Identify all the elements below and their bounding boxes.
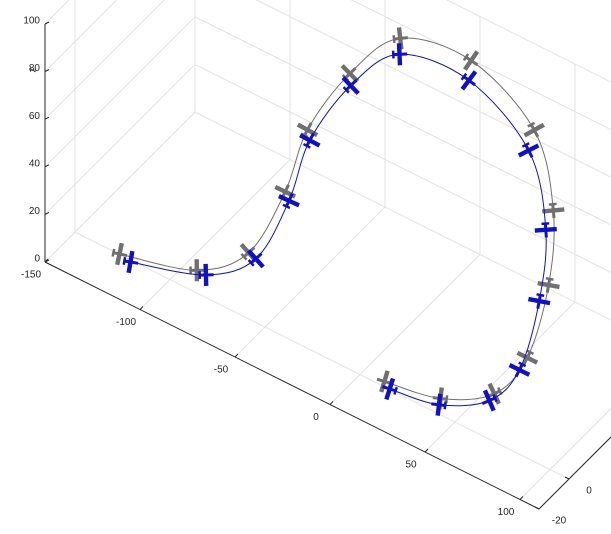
x-tick-label: 100 — [498, 507, 515, 518]
aircraft-marker — [430, 393, 448, 417]
grid-line — [425, 302, 575, 452]
aircraft-fuselage — [393, 52, 407, 56]
tick-mark — [535, 507, 539, 509]
page: z 020406080100-150-100-50050100-200 (() … — [0, 0, 611, 534]
grid-line — [195, 0, 611, 216]
aircraft-marker — [515, 139, 541, 163]
tick-mark — [565, 477, 569, 479]
z-tick-label: 20 — [29, 206, 41, 217]
aircraft-marker — [198, 264, 214, 286]
tick-mark — [235, 354, 238, 357]
aircraft-tail — [392, 51, 395, 59]
y-tick-label: 0 — [586, 486, 592, 497]
aircraft-fuselage — [190, 269, 204, 272]
aircraft-tail — [392, 35, 395, 43]
grid-line — [75, 232, 569, 479]
aircraft-tail — [189, 266, 192, 274]
chart: z 020406080100-150-100-50050100-200 — [0, 0, 611, 534]
grid-line — [195, 112, 611, 359]
grid-line — [195, 64, 611, 311]
aircraft-tail — [198, 271, 201, 279]
trajectory — [110, 27, 565, 411]
z-tick-label: 100 — [23, 16, 40, 27]
x-tick-label: -150 — [21, 270, 41, 281]
aircraft-tail — [443, 401, 446, 409]
aircraft-tail — [549, 203, 557, 206]
x-tick-label: -100 — [116, 317, 136, 328]
aircraft-marker — [189, 259, 204, 281]
grid-line — [45, 112, 195, 262]
aircraft-fuselage — [199, 273, 213, 276]
x-axis — [45, 262, 539, 509]
y-axis — [539, 359, 611, 509]
grid-line — [195, 0, 611, 121]
grid-line — [330, 255, 480, 405]
y-tick-label: -20 — [552, 516, 567, 527]
grid-line — [140, 160, 290, 310]
aircraft-marker — [527, 292, 551, 311]
z-tick-label: 80 — [29, 63, 41, 74]
tick-mark — [140, 307, 143, 310]
aircraft-marker — [506, 358, 532, 381]
x-tick-label: -50 — [214, 365, 229, 376]
grid-line — [45, 0, 195, 24]
tick-mark — [330, 402, 333, 405]
trajectory — [121, 43, 557, 417]
aircraft-marker — [536, 276, 560, 295]
z-tick-label: 0 — [34, 254, 40, 265]
aircraft-marker — [456, 67, 481, 94]
x-tick-label: 0 — [313, 412, 319, 423]
grid-line — [45, 0, 195, 119]
tick-mark — [520, 497, 523, 500]
aircraft-tail — [541, 222, 549, 225]
trajectory-line — [120, 38, 555, 400]
trajectory-line — [131, 54, 547, 406]
grid-line — [45, 17, 195, 167]
grid-line — [45, 64, 195, 214]
x-tick-label: 50 — [405, 460, 417, 471]
grid-line — [45, 0, 195, 72]
grid-line — [235, 207, 385, 357]
tick-mark — [425, 449, 428, 452]
aircraft-marker — [392, 43, 408, 66]
z-tick-label: 60 — [29, 111, 41, 122]
z-tick-label: 40 — [29, 158, 41, 169]
aircraft-fuselage — [544, 223, 548, 237]
